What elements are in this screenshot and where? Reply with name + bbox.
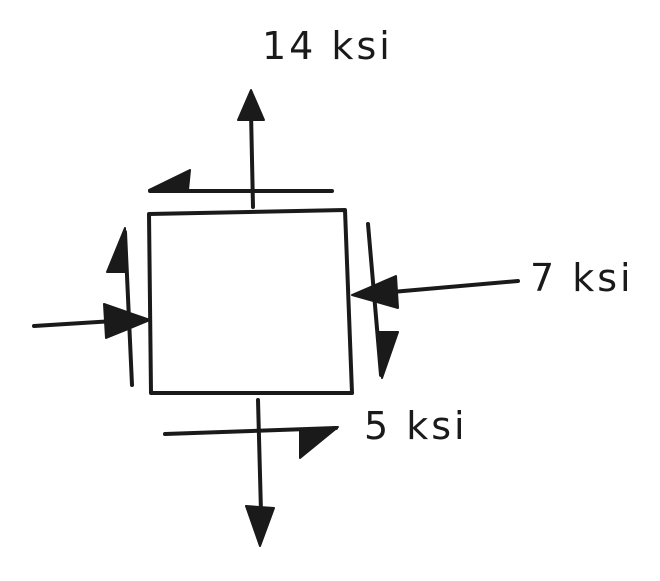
- right-normal-arrow-shaft: [390, 279, 520, 294]
- shear-stress-label: 5 ksi: [364, 404, 468, 448]
- horizontal-normal-stress-label: 7 ksi: [530, 256, 634, 300]
- vertical-normal-stress-label: 14 ksi: [262, 24, 393, 68]
- right-normal-arrowhead: [351, 275, 399, 309]
- left-shear-arrowhead: [106, 227, 127, 273]
- bottom-normal-arrow-shaft: [256, 398, 263, 514]
- bottom-shear-arrowhead: [299, 426, 339, 459]
- top-shear-arrowhead: [148, 169, 191, 191]
- bottom-normal-arrowhead: [245, 505, 275, 547]
- right-shear-arrowhead: [378, 331, 399, 379]
- element-square: [147, 208, 354, 395]
- left-normal-arrowhead: [103, 303, 151, 339]
- top-normal-arrowhead: [237, 89, 265, 121]
